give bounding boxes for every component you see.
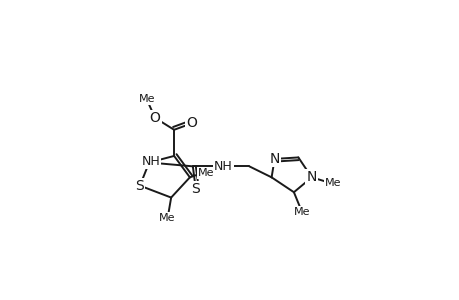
- Text: S: S: [135, 179, 144, 193]
- Text: O: O: [149, 111, 160, 125]
- Text: N: N: [306, 170, 316, 184]
- Text: Me: Me: [324, 178, 341, 188]
- Text: Me: Me: [197, 168, 214, 178]
- Text: Me: Me: [159, 213, 175, 224]
- Text: Me: Me: [293, 207, 309, 217]
- Text: Me: Me: [138, 94, 155, 104]
- Text: NH: NH: [141, 155, 160, 168]
- Text: NH: NH: [213, 160, 232, 173]
- Text: N: N: [269, 152, 279, 166]
- Text: O: O: [186, 116, 197, 130]
- Text: S: S: [191, 182, 200, 196]
